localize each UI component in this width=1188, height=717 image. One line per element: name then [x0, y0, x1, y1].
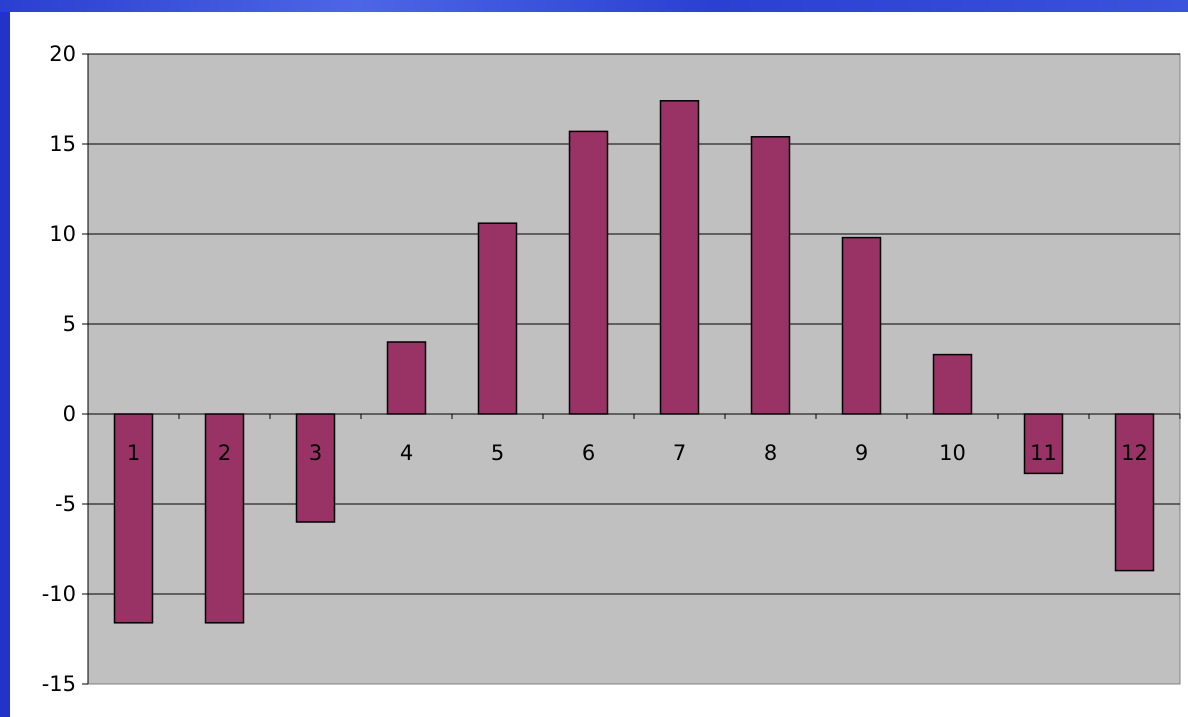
y-tick-label: 10 [49, 222, 76, 246]
x-tick-label: 7 [673, 441, 686, 465]
bar-month-6 [568, 130, 609, 415]
bar-month-9 [841, 236, 882, 415]
bar-month-5 [477, 222, 518, 415]
y-tick-label: 0 [63, 402, 76, 426]
y-tick-label: -5 [55, 492, 76, 516]
x-tick-label: 1 [127, 441, 140, 465]
x-tick-label: 6 [582, 441, 595, 465]
x-tick-labels: 1 2 3 4 5 6 7 8 9 10 11 12 [127, 441, 1148, 465]
bar-month-3 [295, 413, 336, 523]
plot-area [87, 53, 1181, 685]
bar-month-12 [1114, 413, 1155, 572]
x-tick-label: 3 [309, 441, 322, 465]
y-tick-labels: 20 15 10 5 0 -5 -10 -15 [42, 42, 76, 696]
x-tick-label: 2 [218, 441, 231, 465]
x-tick-label: 8 [764, 441, 777, 465]
x-tick-label: 4 [400, 441, 413, 465]
bars [113, 100, 1155, 624]
x-tick-marks [87, 414, 1181, 419]
x-tick-label: 11 [1030, 441, 1057, 465]
bar-month-11 [1023, 413, 1064, 475]
chart-panel: 20 15 10 5 0 -5 -10 -15 1 2 3 4 5 6 7 8 9 10 11 12 [10, 12, 1188, 717]
x-tick-label: 9 [855, 441, 868, 465]
y-tick-marks [82, 53, 88, 685]
bar-month-4 [386, 341, 427, 415]
y-tick-label: 15 [49, 132, 76, 156]
bar-month-8 [750, 136, 791, 415]
y-tick-label: -10 [42, 582, 76, 606]
slide-top-band [0, 0, 1188, 12]
y-tick-label: 5 [63, 312, 76, 336]
bar-month-7 [659, 100, 700, 415]
x-tick-label: 12 [1121, 441, 1148, 465]
bar-month-10 [932, 353, 973, 415]
y-tick-label: -15 [42, 672, 76, 696]
gridlines [88, 53, 1180, 595]
y-tick-label: 20 [49, 42, 76, 66]
x-tick-label: 10 [939, 441, 966, 465]
x-tick-label: 5 [491, 441, 504, 465]
